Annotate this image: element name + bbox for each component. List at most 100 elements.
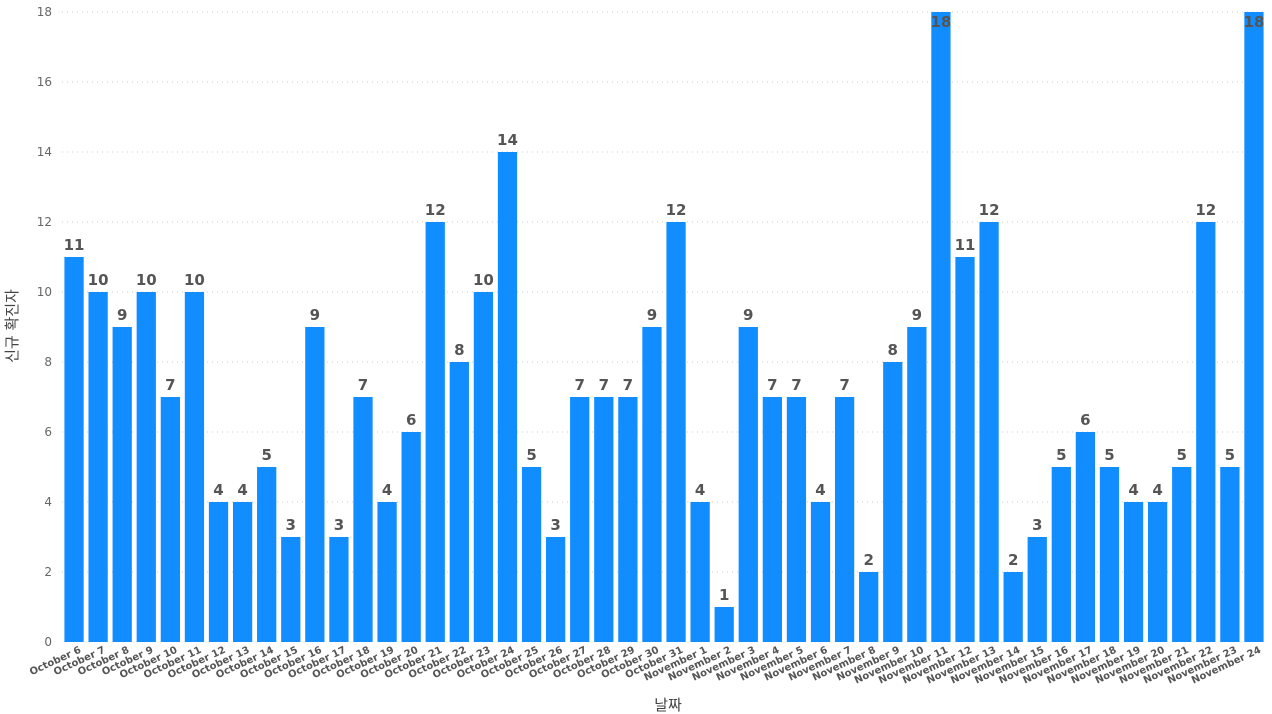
data-label: 2 bbox=[863, 551, 873, 569]
data-label: 7 bbox=[358, 376, 368, 394]
data-label: 14 bbox=[497, 131, 518, 149]
data-label: 4 bbox=[815, 481, 825, 499]
y-tick-label: 10 bbox=[37, 285, 52, 299]
data-label: 4 bbox=[1128, 481, 1138, 499]
bar bbox=[136, 292, 156, 642]
data-label: 4 bbox=[1152, 481, 1162, 499]
data-label: 5 bbox=[1177, 446, 1187, 464]
y-tick-label: 0 bbox=[44, 635, 52, 649]
bar bbox=[329, 537, 349, 642]
data-label: 9 bbox=[117, 306, 127, 324]
data-label: 5 bbox=[1225, 446, 1235, 464]
y-tick-label: 2 bbox=[44, 565, 52, 579]
data-label: 12 bbox=[1195, 201, 1216, 219]
data-label: 9 bbox=[310, 306, 320, 324]
data-label: 2 bbox=[1008, 551, 1018, 569]
bar bbox=[570, 397, 590, 642]
bar bbox=[1027, 537, 1047, 642]
bar bbox=[64, 257, 84, 642]
y-tick-label: 16 bbox=[37, 75, 52, 89]
bar bbox=[112, 327, 132, 642]
data-label: 5 bbox=[261, 446, 271, 464]
bar bbox=[449, 362, 469, 642]
data-label: 4 bbox=[382, 481, 392, 499]
data-label: 10 bbox=[88, 271, 109, 289]
data-label: 18 bbox=[1244, 13, 1265, 31]
data-label: 7 bbox=[839, 376, 849, 394]
data-label: 1 bbox=[719, 586, 729, 604]
data-label: 4 bbox=[213, 481, 223, 499]
data-label: 4 bbox=[695, 481, 705, 499]
data-label: 4 bbox=[237, 481, 247, 499]
bar bbox=[1244, 12, 1264, 642]
data-label: 10 bbox=[184, 271, 205, 289]
data-label: 12 bbox=[979, 201, 1000, 219]
data-label: 18 bbox=[930, 13, 951, 31]
y-tick-label: 14 bbox=[37, 145, 52, 159]
y-axis-ticks: 0 2 4 6 8 10 12 14 16 18 bbox=[37, 5, 52, 649]
data-label: 5 bbox=[1104, 446, 1114, 464]
bar bbox=[810, 502, 831, 642]
bar bbox=[618, 397, 638, 642]
bar bbox=[1196, 222, 1216, 642]
y-tick-label: 6 bbox=[44, 425, 52, 439]
data-label: 7 bbox=[767, 376, 777, 394]
y-tick-label: 4 bbox=[44, 495, 52, 509]
bar bbox=[1220, 467, 1240, 642]
bar bbox=[281, 537, 301, 642]
bar bbox=[257, 467, 277, 642]
data-label: 9 bbox=[743, 306, 753, 324]
data-label: 12 bbox=[425, 201, 446, 219]
bar bbox=[859, 572, 879, 642]
bar bbox=[762, 397, 782, 642]
bar bbox=[666, 222, 686, 642]
bar bbox=[1075, 432, 1096, 642]
bar bbox=[184, 292, 205, 642]
bars bbox=[64, 12, 1264, 642]
y-tick-label: 12 bbox=[37, 215, 52, 229]
bar bbox=[160, 397, 180, 642]
bar bbox=[1003, 572, 1023, 642]
data-label: 3 bbox=[286, 516, 296, 534]
bar bbox=[208, 502, 229, 642]
bar bbox=[377, 502, 397, 642]
data-label: 3 bbox=[334, 516, 344, 534]
bar bbox=[1099, 467, 1120, 642]
data-label: 12 bbox=[666, 201, 687, 219]
bar bbox=[401, 432, 421, 642]
bar bbox=[1148, 502, 1168, 642]
data-label: 7 bbox=[599, 376, 609, 394]
bar bbox=[786, 397, 807, 642]
data-label: 6 bbox=[1080, 411, 1090, 429]
data-label: 8 bbox=[454, 341, 464, 359]
bar bbox=[979, 222, 999, 642]
data-label: 5 bbox=[526, 446, 536, 464]
data-label: 11 bbox=[64, 236, 85, 254]
bar bbox=[883, 362, 903, 642]
bar bbox=[690, 502, 710, 642]
bar bbox=[594, 397, 614, 642]
data-label: 10 bbox=[473, 271, 494, 289]
bar bbox=[955, 257, 975, 642]
bar bbox=[931, 12, 951, 642]
data-label: 7 bbox=[791, 376, 801, 394]
bar bbox=[642, 327, 662, 642]
data-label: 10 bbox=[136, 271, 157, 289]
bar bbox=[546, 537, 566, 642]
data-label: 11 bbox=[955, 236, 976, 254]
y-tick-label: 18 bbox=[37, 5, 52, 19]
data-label: 9 bbox=[647, 306, 657, 324]
bar bbox=[88, 292, 108, 642]
data-label: 9 bbox=[912, 306, 922, 324]
bar bbox=[834, 397, 855, 642]
bar bbox=[738, 327, 758, 642]
data-label: 7 bbox=[623, 376, 633, 394]
bar bbox=[425, 222, 445, 642]
data-label: 3 bbox=[550, 516, 560, 534]
bar bbox=[497, 152, 518, 642]
bar bbox=[305, 327, 325, 642]
data-label: 3 bbox=[1032, 516, 1042, 534]
bar bbox=[232, 502, 253, 642]
